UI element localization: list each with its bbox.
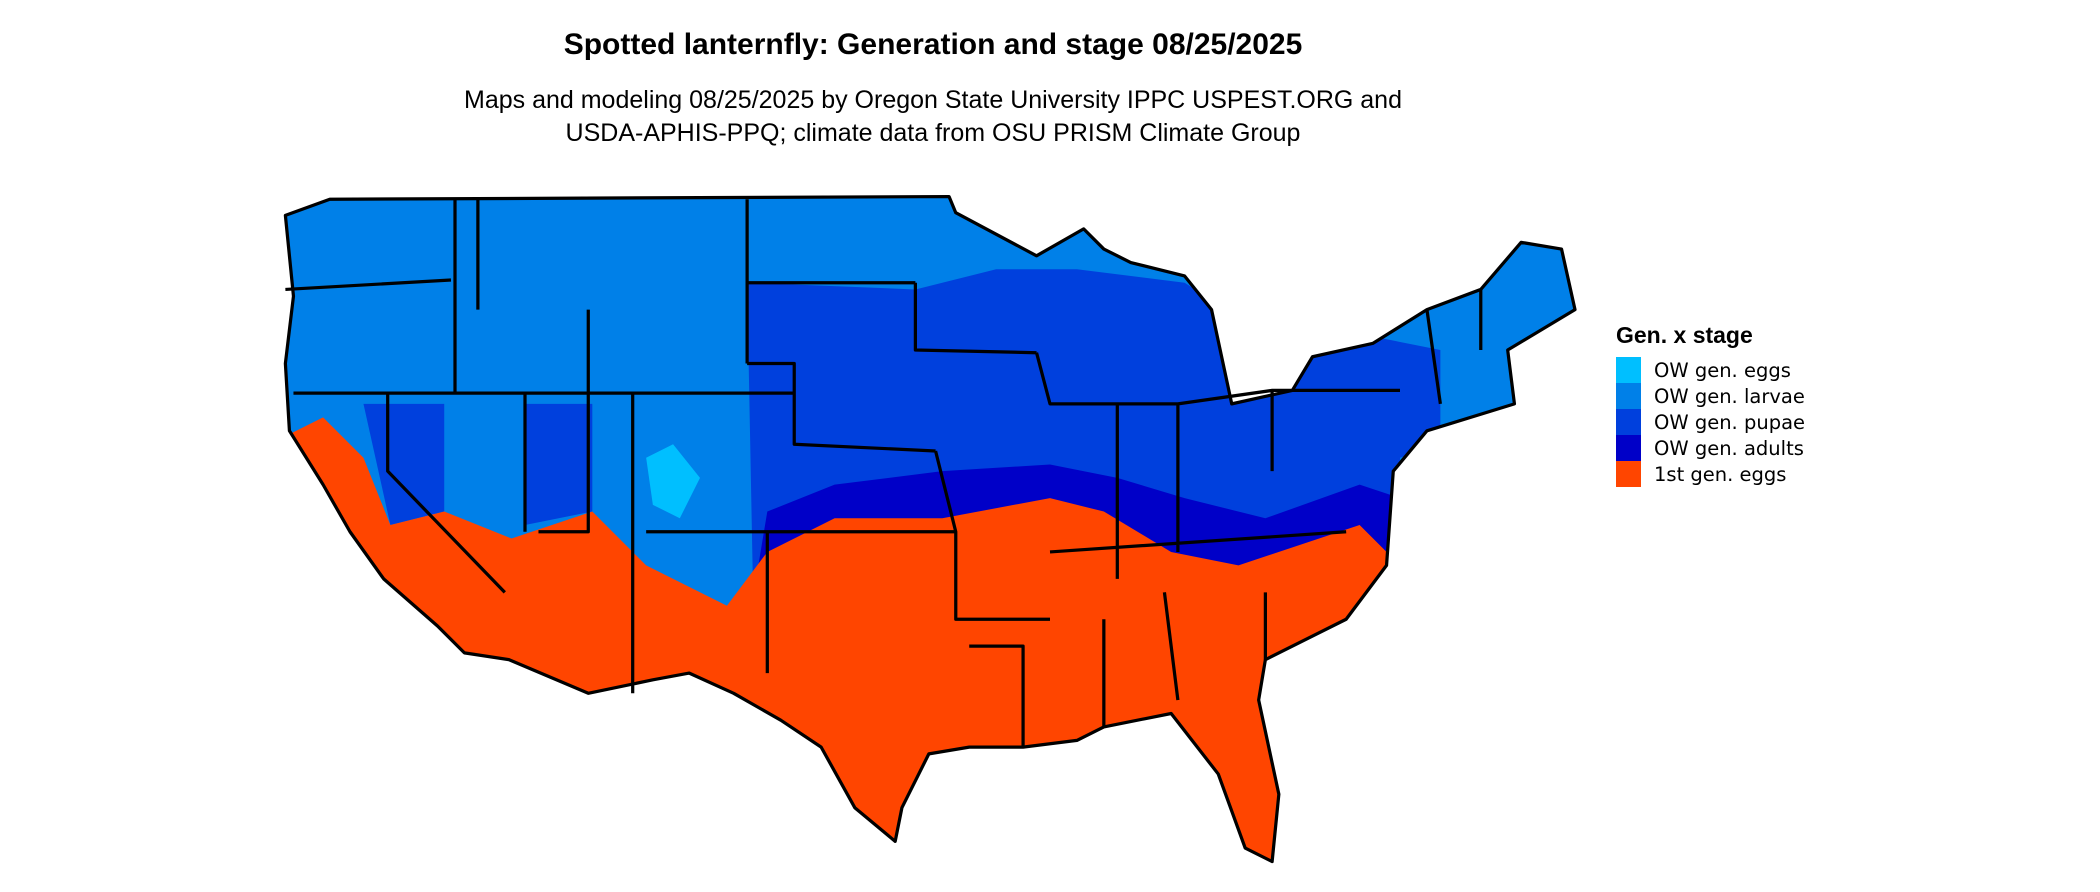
- map-subtitle: Maps and modeling 08/25/2025 by Oregon S…: [0, 84, 1866, 150]
- legend-item: OW gen. adults: [1616, 435, 1805, 461]
- legend-swatch: [1616, 409, 1641, 435]
- map-title: Spotted lanternfly: Generation and stage…: [563, 28, 1303, 61]
- legend-label: OW gen. larvae: [1654, 384, 1805, 408]
- subtitle-line-1: Maps and modeling 08/25/2025 by Oregon S…: [464, 86, 1402, 114]
- legend: Gen. x stage OW gen. eggs OW gen. larvae…: [1616, 322, 1805, 487]
- state-borders: [283, 194, 1577, 864]
- legend-label: OW gen. adults: [1654, 436, 1804, 460]
- legend-item: OW gen. larvae: [1616, 383, 1805, 409]
- legend-swatch: [1616, 461, 1641, 487]
- legend-item: 1st gen. eggs: [1616, 461, 1805, 487]
- legend-swatch: [1616, 357, 1641, 383]
- legend-swatch: [1616, 435, 1641, 461]
- legend-item: OW gen. pupae: [1616, 409, 1805, 435]
- zone-ow-eggs: [646, 444, 700, 519]
- legend-title: Gen. x stage: [1616, 322, 1753, 348]
- legend-label: OW gen. pupae: [1654, 410, 1806, 434]
- legend-item: OW gen. eggs: [1616, 357, 1805, 383]
- legend-swatch: [1616, 383, 1641, 409]
- subtitle-line-2: USDA-APHIS-PPQ; climate data from OSU PR…: [565, 119, 1301, 147]
- legend-label: OW gen. eggs: [1654, 358, 1791, 382]
- legend-label: 1st gen. eggs: [1654, 462, 1787, 486]
